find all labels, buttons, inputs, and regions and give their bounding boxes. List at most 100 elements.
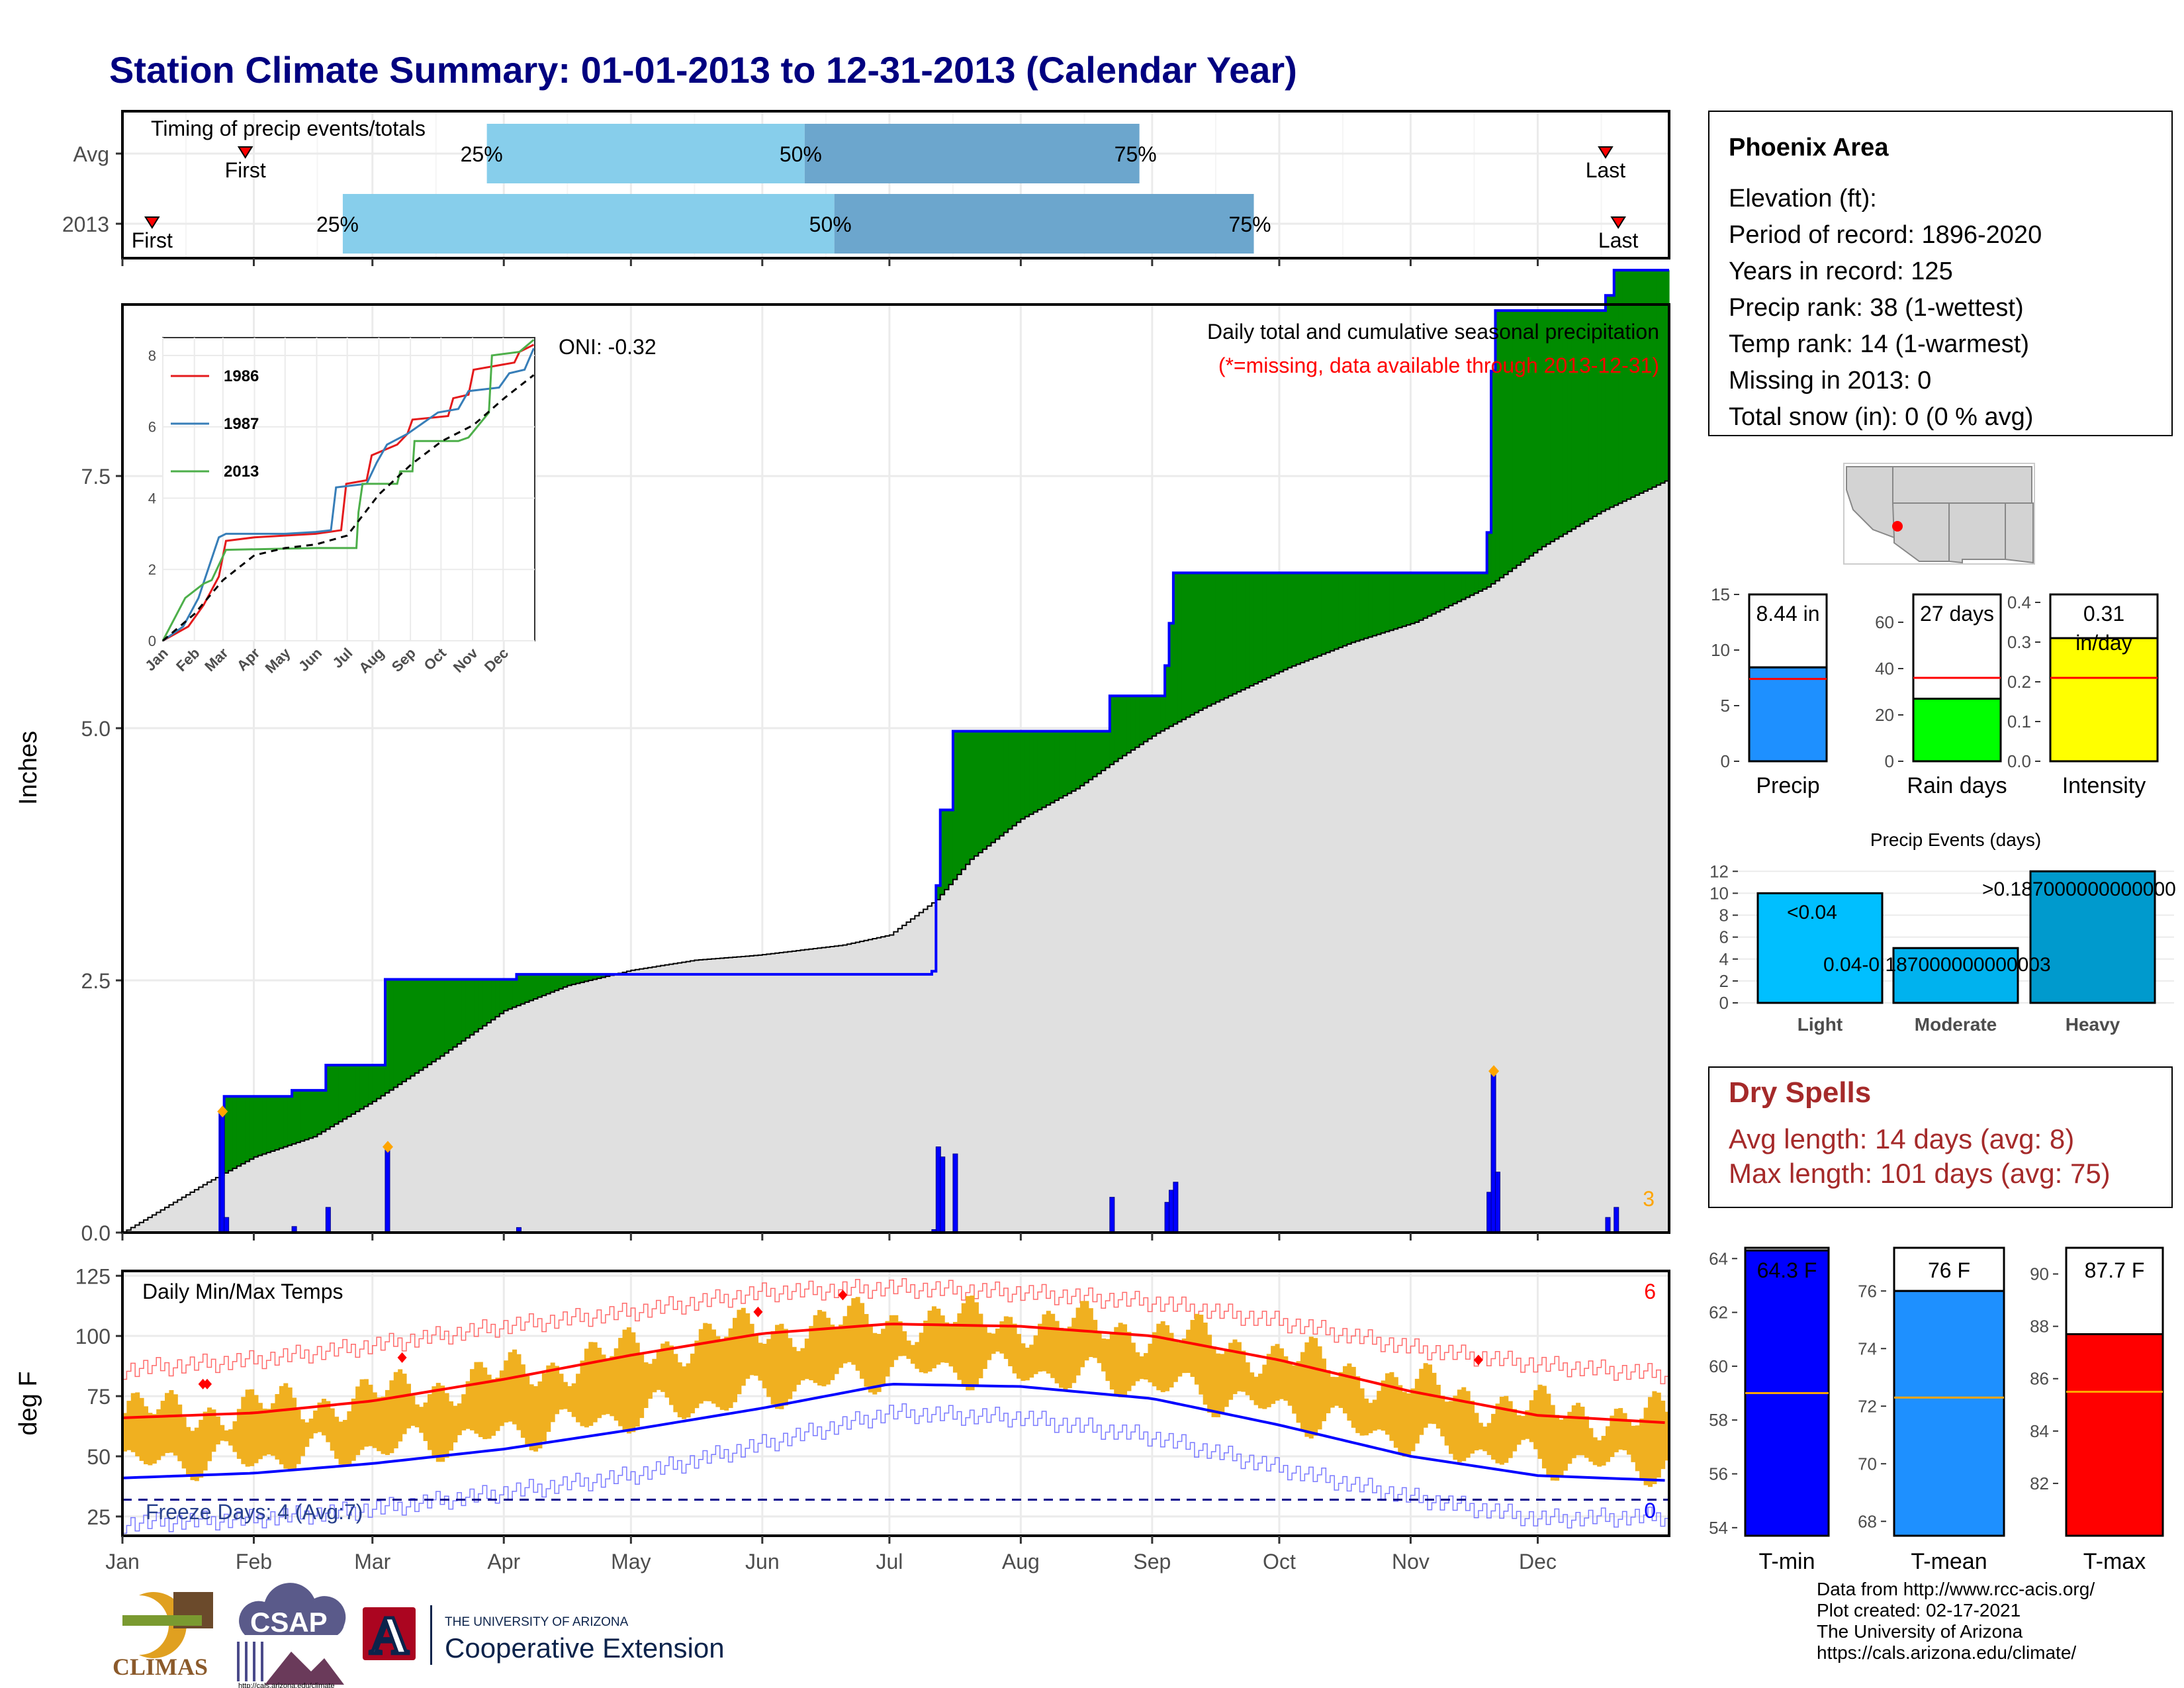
departure-fill (1194, 573, 1199, 713)
daily-temp-range (957, 1313, 962, 1380)
departure-fill (1364, 573, 1369, 639)
departure-fill (1067, 731, 1072, 794)
daily-temp-range (995, 1328, 1000, 1352)
daily-temp-range (478, 1362, 483, 1437)
departure-fill (1398, 573, 1403, 628)
departure-fill (529, 974, 534, 1001)
timing-title: Timing of precip events/totals (151, 117, 426, 140)
daily-temp-range (1342, 1366, 1347, 1414)
month-label: Nov (1392, 1550, 1430, 1573)
daily-temp-range (1271, 1346, 1276, 1404)
departure-fill (1250, 573, 1255, 686)
departure-fill (1338, 573, 1343, 648)
month-label: Oct (1263, 1550, 1296, 1573)
mini-ytick-label: 10 (1711, 640, 1730, 660)
daily-temp-range (1008, 1317, 1013, 1366)
precip-ytick-label: 7.5 (81, 465, 111, 489)
departure-fill (1097, 731, 1102, 774)
temp-bar-ytick-label: 56 (1709, 1464, 1728, 1483)
timing-25-label: 25% (316, 212, 359, 236)
departure-fill (257, 1096, 263, 1156)
daily-temp-range (749, 1323, 754, 1376)
oni-label: ONI: -0.32 (559, 335, 657, 359)
departure-fill (1516, 310, 1522, 565)
month-label: Mar (354, 1550, 390, 1573)
daily-temp-range (940, 1315, 945, 1363)
daily-temp-range (465, 1381, 471, 1429)
station-location-marker (1892, 521, 1903, 532)
departure-fill (1326, 573, 1331, 653)
temp-bar-value (1893, 1289, 2005, 1537)
daily-temp-range (830, 1325, 835, 1380)
daily-temp-range (1597, 1440, 1602, 1467)
precip-ytick-label: 5.0 (81, 717, 111, 741)
daily-temp-range (186, 1427, 191, 1476)
departure-fill (1529, 310, 1534, 556)
mini-bar-value (2049, 637, 2159, 763)
departure-fill (334, 1065, 340, 1125)
departure-fill (1283, 573, 1289, 670)
departure-fill (308, 1090, 314, 1139)
departure-fill (1152, 696, 1157, 736)
timing-25-label: 25% (461, 142, 503, 166)
departure-fill (1470, 573, 1475, 596)
precip-event-bar (1756, 892, 1884, 1004)
daily-temp-range (1368, 1403, 1373, 1434)
daily-temp-range (1351, 1366, 1356, 1428)
departure-fill (474, 979, 479, 1032)
daily-temp-range (529, 1384, 534, 1450)
daily-temp-range (1114, 1327, 1119, 1395)
daily-temp-range (1283, 1356, 1289, 1401)
departure-fill (1508, 310, 1513, 572)
departure-fill (398, 979, 403, 1085)
daily-temp-range (846, 1305, 852, 1362)
departure-fill (1541, 310, 1547, 547)
temp-title: Daily Min/Max Temps (142, 1280, 343, 1303)
departure-fill (1033, 731, 1038, 812)
record-low-count: 0 (1644, 1499, 1656, 1523)
departure-fill (1071, 731, 1077, 791)
departure-fill (228, 1096, 234, 1171)
departure-fill (1054, 731, 1060, 801)
daily-temp-range (228, 1429, 234, 1446)
temp-bar-top (2065, 1246, 2164, 1335)
daily-temp-range (1236, 1342, 1242, 1391)
daily-temp-range (1555, 1415, 1560, 1481)
daily-temp-range (287, 1387, 293, 1471)
departure-fill (232, 1096, 238, 1169)
departure-fill (1156, 696, 1161, 733)
daily-temp-range (1067, 1327, 1072, 1388)
daily-temp-range (372, 1392, 377, 1448)
timing-row-label: Avg (73, 142, 109, 166)
departure-fill (1059, 731, 1064, 798)
observed-cumulative-line (122, 269, 1669, 1234)
departure-fill (948, 810, 954, 885)
departure-fill (1279, 573, 1284, 672)
daily-temp-range (444, 1393, 449, 1458)
daily-temp-range (610, 1356, 615, 1417)
departure-fill (419, 979, 424, 1070)
page-title: Station Climate Summary: 01-01-2013 to 1… (109, 49, 1297, 91)
precip-subtitle: Daily total and cumulative seasonal prec… (1207, 320, 1659, 344)
departure-fill (1428, 573, 1433, 616)
daily-temp-range (546, 1365, 551, 1432)
departure-fill (427, 979, 432, 1065)
daily-temp-range (999, 1321, 1005, 1354)
csap-wordmark: CSAP (250, 1607, 328, 1638)
record-high-marker (203, 1378, 212, 1389)
departure-fill (271, 1096, 276, 1151)
departure-fill (486, 979, 492, 1023)
daily-temp-range (758, 1342, 763, 1381)
departure-fill (1449, 573, 1454, 606)
daily-temp-range (160, 1401, 165, 1456)
departure-fill (1160, 696, 1165, 731)
month-label: Sep (1133, 1550, 1171, 1573)
departure-fill (262, 1096, 267, 1154)
daily-precip-bar (219, 1111, 225, 1233)
departure-fill (546, 974, 551, 994)
temp-ytick-label: 50 (87, 1445, 111, 1469)
timing-50-label: 50% (809, 212, 852, 236)
daily-temp-range (605, 1358, 610, 1415)
daily-temp-range (775, 1325, 780, 1409)
first-marker (144, 216, 160, 229)
